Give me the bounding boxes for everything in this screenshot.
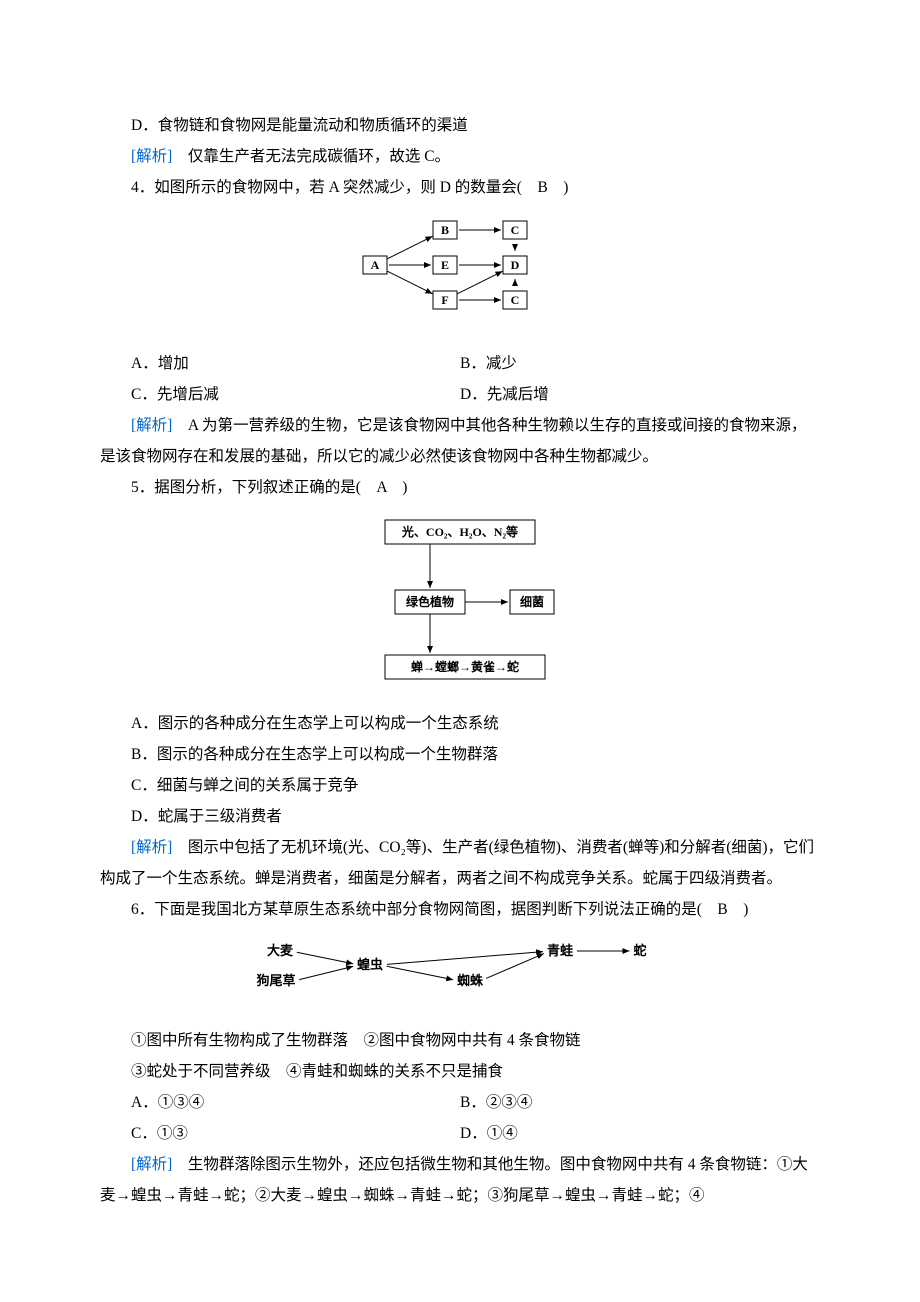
- q6-diagram: 大麦狗尾草 蝗虫蜘蛛 青蛙 蛇: [100, 937, 820, 1013]
- q6-option-a: A．①③④: [100, 1087, 460, 1118]
- q5-analysis: [解析] 图示中包括了无机环境(光、CO₂等)、生产者(绿色植物)、消费者(蝉等…: [100, 832, 820, 894]
- q5-option-d: D．蛇属于三级消费者: [100, 801, 820, 832]
- q4-stem: 4．如图所示的食物网中，若 A 突然减少，则 D 的数量会( B ): [100, 172, 820, 203]
- q4-analysis-text: A 为第一营养级的生物，它是该食物网中其他各种生物赖以生存的直接或间接的食物来源…: [100, 417, 807, 465]
- q5-option-b: B．图示的各种成分在生态学上可以构成一个生物群落: [100, 739, 820, 770]
- svg-text:蝗虫: 蝗虫: [357, 957, 383, 972]
- analysis-label: [解析]: [131, 839, 172, 856]
- q4-diagram: A B C E D F C: [100, 215, 820, 336]
- q4-option-b: B．减少: [460, 348, 820, 379]
- svg-text:D: D: [511, 258, 520, 272]
- q6-statements: ①图中所有生物构成了生物群落 ②图中食物网中共有 4 条食物链: [100, 1025, 820, 1056]
- q6-options-row1: A．①③④ B．②③④: [100, 1087, 820, 1118]
- q4-option-c: C．先增后减: [100, 379, 460, 410]
- analysis-label: [解析]: [131, 417, 172, 434]
- q6-analysis: [解析] 生物群落除图示生物外，还应包括微生物和其他生物。图中食物网中共有 4 …: [100, 1149, 820, 1211]
- svg-text:蜘蛛: 蜘蛛: [457, 973, 484, 988]
- q3-analysis-text: 仅靠生产者无法完成碳循环，故选 C。: [172, 148, 450, 165]
- q6-option-b: B．②③④: [460, 1087, 820, 1118]
- svg-text:B: B: [441, 223, 449, 237]
- svg-text:青蛙: 青蛙: [547, 943, 573, 958]
- q5-analysis-text: 图示中包括了无机环境(光、CO₂等)、生产者(绿色植物)、消费者(蝉等)和分解者…: [100, 839, 814, 887]
- analysis-label: [解析]: [131, 148, 172, 165]
- svg-text:蛇: 蛇: [633, 943, 646, 958]
- q5-stem: 5．据图分析，下列叙述正确的是( A ): [100, 472, 820, 503]
- q6-option-c: C．①③: [100, 1118, 460, 1149]
- q4-analysis: [解析] A 为第一营养级的生物，它是该食物网中其他各种生物赖以生存的直接或间接…: [100, 410, 820, 472]
- q5-option-c: C．细菌与蝉之间的关系属于竞争: [100, 770, 820, 801]
- q4-options-row1: A．增加 B．减少: [100, 348, 820, 379]
- q5-option-a: A．图示的各种成分在生态学上可以构成一个生态系统: [100, 708, 820, 739]
- q6-stem: 6．下面是我国北方某草原生态系统中部分食物网简图，据图判断下列说法正确的是( B…: [100, 894, 820, 925]
- q6-option-d: D．①④: [460, 1118, 820, 1149]
- svg-text:C: C: [511, 223, 520, 237]
- analysis-label: [解析]: [131, 1156, 172, 1173]
- svg-text:大麦: 大麦: [267, 943, 294, 958]
- svg-text:细菌: 细菌: [520, 594, 544, 609]
- svg-text:C: C: [511, 293, 520, 307]
- svg-text:E: E: [441, 258, 449, 272]
- q4-option-a: A．增加: [100, 348, 460, 379]
- q4-option-d: D．先减后增: [460, 379, 820, 410]
- q3-option-d: D．食物链和食物网是能量流动和物质循环的渠道: [100, 110, 820, 141]
- svg-text:绿色植物: 绿色植物: [406, 594, 454, 609]
- svg-text:A: A: [371, 258, 380, 272]
- q5-diagram: 光、CO₂、H₂O、N₂等绿色植物 细菌蝉→螳螂→黄雀→蛇: [100, 515, 820, 696]
- svg-text:F: F: [441, 293, 448, 307]
- q6-statements2: ③蛇处于不同营养级 ④青蛙和蜘蛛的关系不只是捕食: [100, 1056, 820, 1087]
- q6-options-row2: C．①③ D．①④: [100, 1118, 820, 1149]
- svg-text:光、CO₂、H₂O、N₂等: 光、CO₂、H₂O、N₂等: [401, 524, 518, 539]
- q3-analysis: [解析] 仅靠生产者无法完成碳循环，故选 C。: [100, 141, 820, 172]
- svg-text:蝉→螳螂→黄雀→蛇: 蝉→螳螂→黄雀→蛇: [411, 659, 519, 674]
- q4-options-row2: C．先增后减 D．先减后增: [100, 379, 820, 410]
- q6-analysis-text: 生物群落除图示生物外，还应包括微生物和其他生物。图中食物网中共有 4 条食物链：…: [100, 1156, 808, 1204]
- svg-text:狗尾草: 狗尾草: [256, 973, 295, 988]
